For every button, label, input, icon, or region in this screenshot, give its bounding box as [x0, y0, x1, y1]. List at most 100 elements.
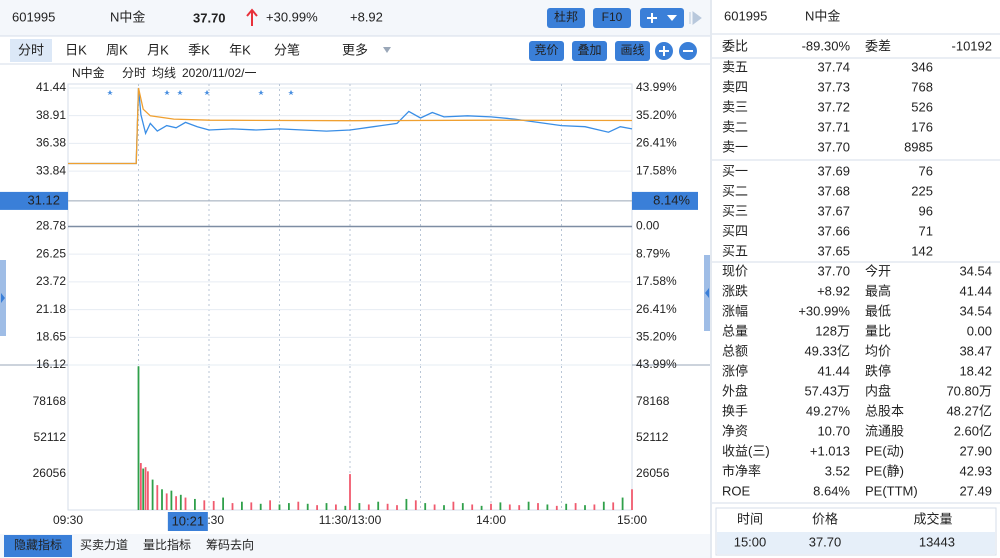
- tab[interactable]: 周K: [106, 42, 128, 57]
- ratio-value: -10192: [952, 38, 992, 53]
- stat-label: 流通股: [865, 423, 904, 438]
- bottom-tab[interactable]: 隐藏指标: [14, 537, 62, 552]
- event-marker[interactable]: [258, 90, 264, 95]
- stat-value: 48.27亿: [946, 403, 992, 418]
- add-button[interactable]: [640, 8, 684, 28]
- stat-value: 41.44: [817, 363, 850, 378]
- stat-value: 8.64%: [813, 483, 850, 498]
- volume-bar: [424, 503, 427, 510]
- volume-bar: [602, 501, 605, 510]
- y-tick-label: 41.44: [36, 80, 66, 94]
- volume-bar: [405, 498, 408, 510]
- volume-bar: [137, 366, 140, 510]
- stat-label: 跌停: [865, 363, 891, 378]
- stat-label: ROE: [722, 483, 751, 498]
- volume-bar: [612, 502, 615, 510]
- book-label: 买五: [722, 243, 748, 258]
- header-button[interactable]: [593, 8, 631, 28]
- stat-value: 10.70: [817, 423, 850, 438]
- tab[interactable]: 年K: [229, 42, 251, 57]
- y2-tick-label: 35.20%: [636, 108, 677, 122]
- book-price: 37.68: [817, 183, 850, 198]
- book-price: 37.66: [817, 223, 850, 238]
- volume-bar: [631, 489, 633, 510]
- legend-entry: 均线: [152, 66, 176, 80]
- event-marker[interactable]: [107, 90, 113, 95]
- trade-cell: 13443: [919, 534, 955, 549]
- stat-label: PE(TTM): [865, 483, 918, 498]
- book-price: 37.74: [817, 59, 850, 74]
- volume-bar: [414, 500, 417, 510]
- stat-label: 收益(三): [722, 443, 770, 458]
- volume-bar: [156, 485, 159, 510]
- volume-bar: [344, 505, 347, 510]
- book-price: 37.65: [817, 243, 850, 258]
- volume-bar: [147, 471, 149, 510]
- stat-value: 18.42: [959, 363, 992, 378]
- tool-button[interactable]: [572, 41, 607, 61]
- book-price: 37.72: [817, 99, 850, 114]
- volume-bar: [565, 503, 568, 510]
- tab[interactable]: 日K: [65, 42, 87, 57]
- stat-value: 128万: [815, 323, 850, 338]
- bottom-tab[interactable]: 量比指标: [143, 537, 191, 552]
- grip-arrow: [705, 288, 709, 298]
- book-label: 卖一: [722, 139, 748, 154]
- tab[interactable]: 月K: [147, 42, 169, 57]
- event-marker[interactable]: [288, 90, 294, 95]
- trades-box: [715, 507, 997, 556]
- tab[interactable]: 分笔: [274, 42, 300, 57]
- event-marker[interactable]: [177, 90, 183, 95]
- ratio-label: 委比: [722, 38, 748, 53]
- volume-bar: [142, 468, 145, 510]
- ratio-label: 委差: [865, 38, 891, 53]
- tool-button-label[interactable]: 画线: [620, 43, 644, 57]
- price: 37.70: [193, 10, 226, 25]
- change: +8.92: [350, 9, 383, 24]
- volume-bar: [480, 505, 483, 510]
- volume-bar: [386, 503, 389, 510]
- y-tick-label-right: 26056: [636, 466, 670, 480]
- tool-button-label[interactable]: 叠加: [577, 43, 601, 57]
- book-price: 37.69: [817, 163, 850, 178]
- tab[interactable]: 分时: [18, 42, 44, 57]
- stat-value: 41.44: [959, 283, 992, 298]
- tool-button[interactable]: [529, 41, 564, 61]
- tool-button[interactable]: [615, 41, 650, 61]
- play-icon[interactable]: [689, 11, 702, 25]
- header-button-label[interactable]: 杜邦: [554, 9, 578, 24]
- bottom-tab[interactable]: 筹码去向: [206, 537, 254, 552]
- bottom-tab[interactable]: 买卖力道: [80, 538, 128, 552]
- trade-header: 成交量: [913, 511, 952, 526]
- volume-bar: [170, 490, 173, 510]
- event-markers: [107, 90, 294, 95]
- volume-bar: [161, 489, 163, 510]
- volume-bar: [335, 504, 337, 510]
- stat-value: +8.92: [817, 283, 850, 298]
- book-label: 买二: [722, 183, 748, 198]
- volume-bar: [527, 501, 530, 510]
- x-tick-label: 14:00: [476, 513, 506, 527]
- stock-code: 601995: [12, 9, 55, 24]
- volume-bar: [250, 502, 253, 510]
- tab[interactable]: 更多: [342, 42, 368, 57]
- legend-entry: 分时: [122, 66, 146, 80]
- tab[interactable]: 季K: [188, 42, 210, 57]
- header-button[interactable]: [547, 8, 585, 28]
- header-button-label[interactable]: F10: [602, 10, 623, 24]
- chart-title: N中金: [72, 65, 105, 80]
- volume-bar: [377, 501, 380, 510]
- volume-bar: [537, 503, 539, 510]
- event-marker[interactable]: [164, 90, 170, 95]
- volume-bar: [593, 504, 596, 510]
- trade-row-bg: [717, 532, 995, 554]
- stat-value: 3.52: [825, 463, 850, 478]
- y-tick-label: 38.91: [36, 108, 66, 122]
- y-tick-label: 26.25: [36, 246, 66, 260]
- event-marker[interactable]: [204, 90, 210, 95]
- stat-label: 净资: [722, 423, 748, 438]
- volume-bar: [175, 496, 177, 510]
- y-tick-label: 78168: [33, 394, 67, 408]
- tool-button-label[interactable]: 竞价: [534, 43, 558, 57]
- plus-icon: [659, 46, 669, 56]
